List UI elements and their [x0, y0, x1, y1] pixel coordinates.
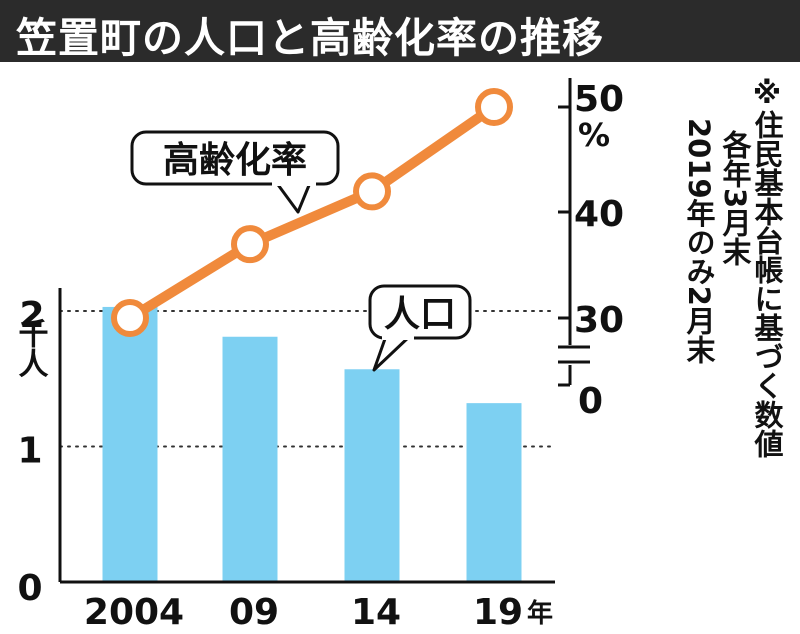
callout-pointer-pop — [372, 334, 412, 372]
x-tick-14: 14 — [351, 592, 401, 633]
note-main: ※住民基本台帳に基づく数値 — [750, 76, 784, 458]
bar-2004 — [102, 306, 158, 582]
left-axis-unit: 千人 — [13, 318, 49, 378]
bar-14 — [344, 369, 400, 582]
line-point-19 — [475, 88, 513, 126]
callout-label-pop: 人口 — [384, 294, 456, 335]
callout-mask-pop — [382, 332, 414, 340]
note-sub2: 2019年のみ2月末 — [682, 118, 716, 364]
left-tick-2: 2 — [19, 295, 44, 336]
x-tick-2004: 2004 — [84, 592, 184, 633]
chart-title: 笠置町の人口と高齢化率の推移 — [16, 14, 604, 62]
left-tick-1: 1 — [17, 431, 42, 472]
line-point-14 — [353, 172, 391, 211]
right-tick-0: 0 — [578, 381, 603, 422]
x-axis-unit: 年 — [527, 598, 553, 629]
right-tick-30: 30 — [574, 300, 624, 341]
bar-19 — [466, 403, 522, 582]
line-point-2004 — [111, 299, 149, 337]
right-axis-unit: % — [578, 116, 610, 154]
right-tick-50: 50 — [574, 79, 624, 120]
line-point-09 — [231, 225, 269, 264]
right-tick-40: 40 — [574, 194, 624, 235]
left-tick-0: 0 — [17, 568, 42, 609]
note-sub1: 各年3月末 — [718, 130, 752, 267]
callout-box-pop — [368, 284, 472, 340]
bar-09 — [222, 336, 278, 582]
callout-mask-rate — [272, 178, 316, 186]
title-bar: 笠置町の人口と高齢化率の推移 — [0, 0, 800, 62]
callout-pointer-rate — [274, 177, 314, 214]
callout-label-rate: 高齢化率 — [163, 140, 307, 181]
x-tick-09: 09 — [229, 592, 279, 633]
x-tick-19: 19 — [473, 592, 523, 633]
line-series — [125, 102, 499, 323]
callout-box-rate — [130, 130, 340, 186]
